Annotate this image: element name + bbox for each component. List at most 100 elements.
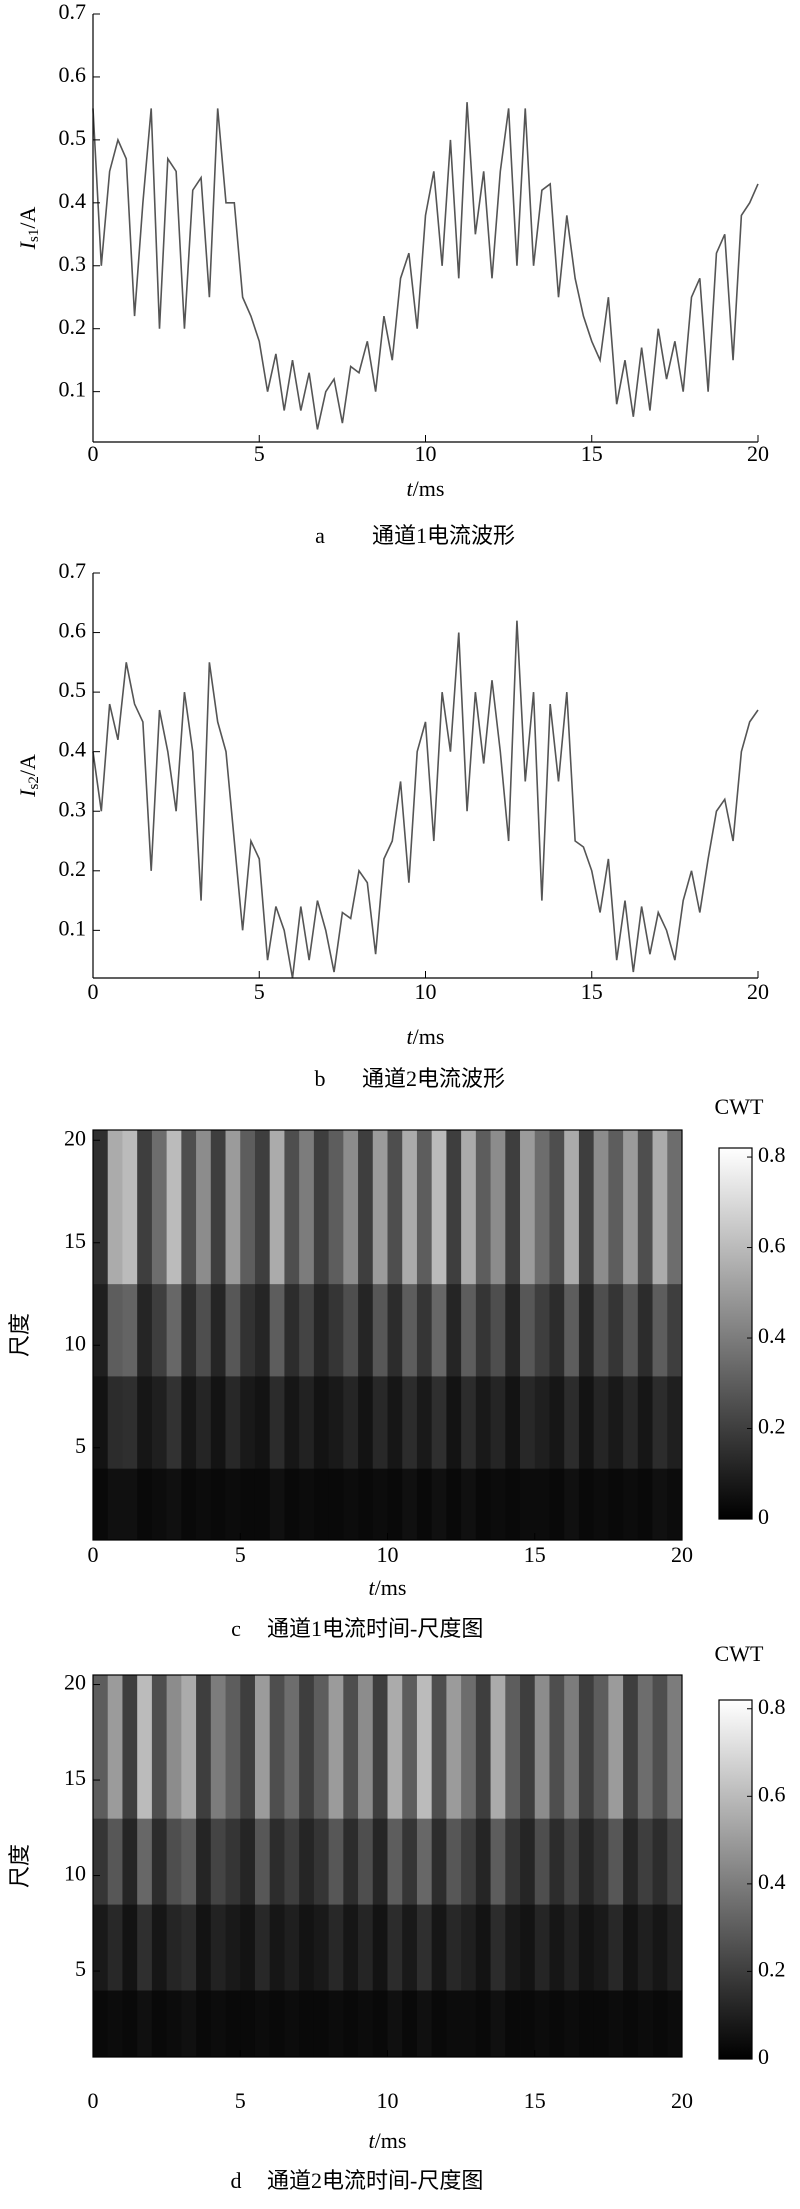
heatmap-cell	[210, 1990, 226, 2058]
heatmap-cell	[623, 1468, 639, 1541]
y-tick-label: 20	[64, 1125, 86, 1150]
heatmap-cell	[446, 1675, 462, 1819]
x-tick-label: 20	[671, 1542, 693, 1567]
heatmap-cell	[210, 1130, 226, 1285]
heatmap-cell	[196, 1990, 212, 2058]
heatmap-cell	[490, 1468, 506, 1541]
heatmap-cell	[358, 1675, 374, 1819]
heatmap-cell	[151, 1283, 168, 1377]
heatmap-cell	[431, 1130, 447, 1285]
heatmap-cell	[210, 1283, 226, 1377]
heatmap-cell	[196, 1130, 212, 1285]
heatmap-cell	[254, 1376, 271, 1469]
heatmap-cell	[578, 1376, 595, 1469]
heatmap-cell	[431, 1904, 447, 1991]
heatmap-cell	[667, 1283, 683, 1377]
heatmap-cell	[446, 1283, 462, 1377]
heatmap-cell	[181, 1130, 197, 1285]
heatmap-cell	[520, 1818, 536, 1905]
heatmap-cell	[196, 1904, 212, 1991]
heatmap-cell	[637, 1904, 653, 1991]
x-tick-label: 15	[524, 1542, 546, 1567]
heatmap-cell	[534, 1675, 550, 1819]
heatmap-cell	[549, 1675, 565, 1819]
heatmap-cell	[107, 1990, 123, 2058]
heatmap-cell	[520, 1283, 536, 1377]
heatmap-cell	[166, 1130, 182, 1285]
heatmap-cell	[475, 1283, 491, 1377]
heatmap-cell	[196, 1283, 212, 1377]
heatmap-cell	[387, 1990, 403, 2058]
heatmap-cell	[284, 1468, 300, 1541]
heatmap-cell	[93, 1904, 109, 1991]
y-label-unit: /A	[15, 207, 40, 229]
heatmap-cell	[196, 1675, 212, 1819]
heatmap-cell	[534, 1904, 550, 1991]
heatmap-cell	[402, 1130, 418, 1285]
data-line	[92, 620, 759, 979]
heatmap-cell	[151, 1990, 168, 2058]
heatmap-cell	[623, 1904, 639, 1991]
colorbar-tick-label: 0	[758, 1504, 769, 1529]
x-label-var: t	[369, 1575, 376, 1600]
heatmap-cell	[461, 1818, 477, 1905]
panel-label: c	[231, 1616, 241, 1641]
heatmap-cell	[254, 1818, 271, 1905]
heatmap-cell	[122, 1675, 138, 1819]
heatmap-cell	[667, 1376, 683, 1469]
heatmap-cell	[387, 1130, 403, 1285]
heatmap-cell	[608, 1818, 624, 1905]
x-axis-label: t/ms	[369, 2128, 407, 2153]
heatmap-cell	[328, 1990, 344, 2058]
heatmap-cell	[578, 1130, 595, 1285]
heatmap-cell	[505, 1468, 521, 1541]
heatmap-cell	[593, 1468, 609, 1541]
heatmap-cell	[196, 1818, 212, 1905]
y-tick-label: 0.6	[59, 62, 87, 87]
heatmap-cell	[490, 1283, 506, 1377]
y-tick-label: 0.1	[59, 915, 87, 940]
y-tick-label: 10	[64, 1861, 86, 1886]
heatmap-cell	[416, 1904, 433, 1991]
heatmap-cell	[637, 1283, 653, 1377]
heatmap-cell	[166, 1376, 182, 1469]
heatmap-cell	[446, 1130, 462, 1285]
heatmap-cell	[151, 1818, 168, 1905]
heatmap-cell	[225, 1675, 241, 1819]
y-label-var: I	[15, 788, 40, 798]
heatmap-cell	[446, 1818, 462, 1905]
panel-label: b	[315, 1066, 326, 1091]
heatmap-cell	[254, 1675, 271, 1819]
x-tick-label: 15	[524, 2088, 546, 2113]
heatmap-cell	[269, 1468, 285, 1541]
heatmap-cell	[652, 1130, 668, 1285]
heatmap-cell	[343, 1468, 359, 1541]
colorbar-tick-label: 0.2	[758, 1414, 786, 1439]
heatmap-cell	[461, 1904, 477, 1991]
x-tick-label: 20	[747, 979, 769, 1004]
heatmap-cell	[299, 1818, 315, 1905]
heatmap-cell	[431, 1283, 447, 1377]
heatmap-cell	[578, 1904, 595, 1991]
heatmap-cell	[269, 1904, 285, 1991]
heatmap-cell	[122, 1904, 138, 1991]
heatmap-cell	[431, 1675, 447, 1819]
colorbar-title: CWT	[715, 1641, 764, 1666]
heatmap-cell	[564, 1130, 580, 1285]
y-tick-label: 0.5	[59, 677, 87, 702]
heatmap-cell	[402, 1468, 418, 1541]
heatmap-cell	[461, 1130, 477, 1285]
heatmap-cell	[240, 1904, 256, 1991]
heatmap-cell	[254, 1904, 271, 1991]
heatmap-cell	[313, 1468, 329, 1541]
y-tick-label: 0.6	[59, 618, 87, 643]
heatmap-cell	[505, 1990, 521, 2058]
y-axis-label: 尺度	[7, 1844, 32, 1888]
heatmap-cell	[210, 1675, 226, 1819]
heatmap-cell	[225, 1376, 241, 1469]
heatmap-cell	[313, 1990, 329, 2058]
heatmap-cell	[225, 1990, 241, 2058]
heatmap-cell	[328, 1818, 344, 1905]
x-axis-label: t/ms	[407, 476, 445, 501]
heatmap-cell	[313, 1376, 329, 1469]
